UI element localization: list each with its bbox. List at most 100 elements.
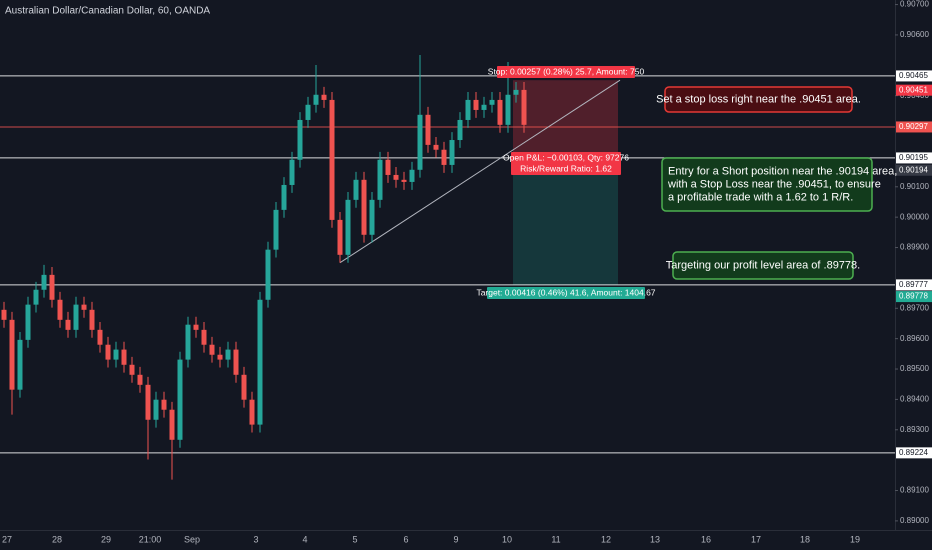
candle-body (401, 179, 407, 182)
candle-body (225, 349, 231, 360)
candle-body (137, 374, 143, 385)
x-tick-label: 16 (701, 534, 711, 544)
candle-body (345, 199, 351, 255)
annotation-text: Set a stop loss right near the .90451 ar… (656, 93, 861, 105)
x-tick-label: 5 (352, 534, 357, 544)
annotation-box (672, 251, 854, 280)
candle-body (57, 299, 63, 320)
y-tick-label: 0.90600 (900, 30, 929, 39)
candle-body (433, 144, 439, 150)
candle-body (425, 114, 431, 145)
candle-body (385, 159, 391, 175)
annotation-text: with a Stop Loss near the .90451, to ens… (667, 178, 881, 190)
chart-title: Australian Dollar/Canadian Dollar, 60, O… (5, 6, 210, 17)
stop-label-bg (497, 66, 635, 78)
candle-body (257, 299, 263, 425)
y-tick-label: 0.89700 (900, 303, 929, 312)
x-tick-label: 17 (751, 534, 761, 544)
candle-body (497, 99, 503, 125)
candle-body (441, 149, 447, 165)
candle-body (313, 94, 319, 105)
candle-body (353, 179, 359, 200)
x-tick-label: 11 (551, 534, 560, 544)
candle-body (81, 304, 87, 310)
level-tag-bg (896, 70, 932, 82)
candle-body (489, 99, 495, 105)
candle-body (113, 349, 119, 360)
annotation-text: Entry for a Short position near the .901… (668, 165, 897, 177)
target-label-bg (487, 287, 645, 299)
candle-body (33, 289, 39, 305)
level-tag: 0.89777 (899, 280, 928, 289)
candle-body (209, 344, 215, 355)
candle-body (505, 94, 511, 125)
candle-body (281, 184, 287, 210)
candle-body (329, 99, 335, 220)
y-tick-label: 0.89400 (900, 395, 929, 404)
level-tag-bg (896, 152, 932, 164)
annotation-box (664, 86, 853, 113)
y-tick-label: 0.89100 (900, 486, 929, 495)
stop-tag: 0.90451 (899, 85, 928, 94)
pnl-label-bg (511, 152, 621, 175)
entry-tag-bg (896, 164, 932, 176)
candle-body (177, 359, 183, 440)
x-tick-label: 27 (2, 534, 12, 544)
candle-body (9, 319, 15, 390)
annotation-text: Targeting our profit level area of .8977… (666, 259, 860, 271)
candle-body (25, 304, 31, 340)
x-tick-label: 19 (850, 534, 860, 544)
annotation-text: a profitable trade with a 1.62 to 1 R/R. (668, 191, 853, 203)
candle-body (409, 169, 415, 182)
candle-body (121, 349, 127, 365)
target-zone (513, 158, 618, 285)
candle-body (521, 89, 527, 125)
candle-body (73, 304, 79, 330)
x-tick-label: 3 (253, 534, 258, 544)
x-tick-label: 18 (800, 534, 810, 544)
y-tick-label: 0.89600 (900, 334, 929, 343)
candle-body (457, 119, 463, 141)
candle-body (241, 374, 247, 400)
candle-body (17, 339, 23, 390)
candle-body (1, 309, 7, 320)
level-tag-bg (896, 447, 932, 459)
candle-body (361, 179, 367, 235)
x-tick-label: 13 (650, 534, 660, 544)
target-tag-bg (896, 291, 932, 303)
candle-body (393, 174, 399, 180)
level-tag: 0.90297 (899, 122, 928, 131)
y-tick-label: 0.90100 (900, 182, 929, 191)
target-tag: 0.89778 (899, 292, 928, 301)
candle-body (337, 219, 343, 255)
x-tick-label: 10 (502, 534, 512, 544)
candle-body (513, 89, 519, 95)
x-tick-label: 6 (403, 534, 408, 544)
pnl-label: Open P&L: −0.00103, Qty: 97276 (503, 152, 629, 162)
candle-body (49, 274, 55, 300)
y-tick-label: 0.89500 (900, 364, 929, 373)
candle-body (321, 94, 327, 100)
entry-tag: 0.90194 (899, 165, 928, 174)
candle-body (417, 114, 423, 170)
candle-body (105, 344, 111, 360)
candle-body (97, 329, 103, 345)
y-tick-label: 0.90000 (900, 212, 929, 221)
x-tick-label: 28 (52, 534, 62, 544)
candle-body (65, 319, 71, 330)
candle-body (249, 399, 255, 425)
x-tick-label: 9 (453, 534, 458, 544)
candle-body (89, 309, 95, 330)
target-label: Target: 0.00416 (0.46%) 41.6, Amount: 14… (476, 287, 655, 297)
level-tag-bg (896, 279, 932, 291)
candle-body (233, 349, 239, 375)
level-tag-bg (896, 121, 932, 133)
candle-body (273, 209, 279, 250)
x-tick-label: 29 (101, 534, 111, 544)
y-tick-label: 0.89000 (900, 516, 929, 525)
x-tick-label: 12 (601, 534, 611, 544)
candle-body (449, 140, 455, 165)
candle-body (185, 324, 191, 360)
candle-body (41, 274, 47, 290)
